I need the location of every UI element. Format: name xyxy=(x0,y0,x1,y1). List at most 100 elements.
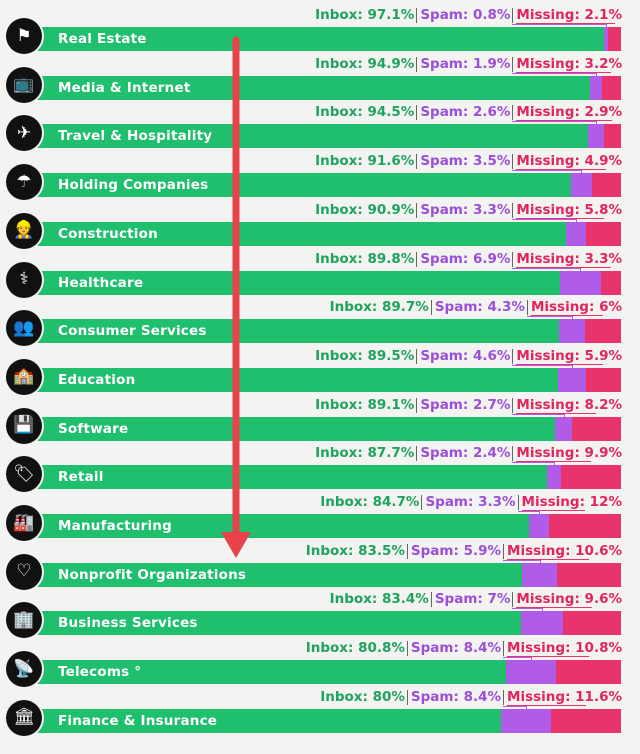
inbox-value-label: Inbox: 91.6% xyxy=(315,153,415,170)
category-label: Retail xyxy=(58,469,104,486)
spam-segment xyxy=(566,221,587,246)
bar-row: Finance & Insurance 🏛 Missing: 11.6% Spam: … xyxy=(0,682,640,736)
spam-value-label: Spam: 3.5% xyxy=(420,153,511,170)
stacked-bar xyxy=(20,270,621,295)
spam-leader-line xyxy=(512,121,596,123)
label-separator xyxy=(512,154,514,170)
label-separator xyxy=(512,105,514,121)
missing-leader-line xyxy=(516,120,613,122)
spam-leader-line xyxy=(581,170,583,174)
bar-row: Healthcare ⚕ Missing: 3.3% Spam: 6.9% Inbox:… xyxy=(0,244,640,298)
spam-segment xyxy=(603,27,609,51)
bar-row: Holding Companies ☂ Missing: 4.9% Spam: 3.5… xyxy=(0,146,640,201)
stacked-bar xyxy=(20,75,621,100)
label-separator xyxy=(512,202,514,218)
software-icon: 💾 xyxy=(6,407,42,444)
factory-icon: 🏭 xyxy=(6,505,42,541)
missing-value-label: Missing: 8.2% xyxy=(516,396,622,413)
label-separator xyxy=(512,397,514,413)
spam-value-label: Spam: 8.4% xyxy=(410,688,502,705)
category-label: Consumer Services xyxy=(58,323,207,340)
missing-segment xyxy=(591,173,621,198)
category-label: Nonprofit Organizations xyxy=(58,566,247,583)
inbox-value-label: Inbox: 89.5% xyxy=(315,347,415,364)
missing-leader-line xyxy=(507,656,589,658)
spam-leader-line xyxy=(580,267,582,271)
category-label: Healthcare xyxy=(58,274,144,291)
missing-leader-line xyxy=(516,266,612,268)
label-separator xyxy=(430,592,432,608)
building-icon: 🏢 xyxy=(6,602,42,639)
missing-segment xyxy=(556,660,621,685)
spam-segment xyxy=(521,562,558,587)
category-label: Travel & Hospitality xyxy=(58,128,213,145)
missing-segment xyxy=(561,465,621,490)
inbox-segment xyxy=(20,708,501,733)
label-separator xyxy=(416,154,418,170)
missing-leader-line xyxy=(516,607,593,609)
bar-row: Software 💾 Missing: 8.2% Spam: 2.7% Inbox: 8… xyxy=(0,390,640,444)
missing-leader-line xyxy=(530,315,603,317)
label-separator xyxy=(416,397,418,413)
inbox-segment xyxy=(20,660,506,685)
stacked-bar xyxy=(20,611,621,636)
bar-row: Manufacturing 🏭 Missing: 12% Spam: 3.3% Inbo… xyxy=(0,487,640,541)
label-separator xyxy=(517,495,519,510)
school-icon: 🏫 xyxy=(6,358,42,395)
spam-leader-line xyxy=(503,559,540,561)
category-label: Business Services xyxy=(58,615,198,632)
inbox-value-label: Inbox: 94.5% xyxy=(315,104,415,121)
missing-value-label: Missing: 4.9% xyxy=(516,153,622,170)
spam-leader-line xyxy=(512,267,581,269)
spam-leader-line xyxy=(542,608,544,612)
category-label: Finance & Insurance xyxy=(58,712,218,729)
umbrella-icon: ☂ xyxy=(6,164,42,201)
stacked-bar xyxy=(20,221,621,246)
inbox-value-label: Inbox: 97.1% xyxy=(315,7,415,23)
inbox-value-label: Inbox: 83.5% xyxy=(305,542,405,559)
spam-leader-line xyxy=(526,705,528,709)
spam-leader-line xyxy=(512,462,555,464)
missing-segment xyxy=(563,611,621,636)
missing-segment xyxy=(548,514,621,538)
missing-segment xyxy=(571,416,621,441)
stacked-bar xyxy=(20,124,621,149)
spam-leader-line xyxy=(596,72,598,76)
caduceus-icon: ⚕ xyxy=(6,261,42,298)
bar-row: Telecoms ° 📡 Missing: 10.8% Spam: 8.4% Inbox… xyxy=(0,633,640,688)
hand-heart-icon: ♡ xyxy=(6,553,42,590)
spam-leader-line xyxy=(576,218,578,222)
label-separator xyxy=(526,300,528,316)
bar-row: Business Services 🏢 Missing: 9.6% Spam: 7% I… xyxy=(0,584,640,639)
label-separator xyxy=(430,300,432,316)
missing-value-label: Missing: 6% xyxy=(530,299,622,316)
inbox-segment xyxy=(20,319,560,344)
flag-icon: ⚑ xyxy=(6,18,42,54)
category-label: Telecoms ° xyxy=(58,664,142,681)
tag-icon: 🏷 xyxy=(6,456,42,493)
spam-value-label: Spam: 2.7% xyxy=(420,396,511,413)
missing-leader-line xyxy=(516,23,615,24)
arrow-head xyxy=(221,532,251,558)
inbox-segment xyxy=(20,416,556,441)
category-label: Real Estate xyxy=(58,31,147,47)
spam-leader-line xyxy=(512,170,582,172)
category-label: Education xyxy=(58,371,136,388)
inbox-segment xyxy=(20,562,522,587)
label-separator xyxy=(512,446,514,462)
missing-leader-line xyxy=(507,558,590,560)
missing-segment xyxy=(557,562,621,587)
stacked-bar xyxy=(20,27,621,51)
label-separator xyxy=(512,348,514,364)
spam-value-label: Spam: 8.4% xyxy=(410,640,502,657)
label-separator xyxy=(406,689,408,705)
missing-value-label: Missing: 12% xyxy=(521,494,622,510)
stacked-bar xyxy=(20,708,621,733)
antenna-icon: 📡 xyxy=(6,651,42,688)
spam-leader-line xyxy=(517,511,539,512)
spam-value-label: Spam: 2.6% xyxy=(420,104,511,121)
spam-value-label: Spam: 0.8% xyxy=(420,7,511,23)
spam-segment xyxy=(555,416,572,441)
spam-value-label: Spam: 1.9% xyxy=(420,55,511,72)
